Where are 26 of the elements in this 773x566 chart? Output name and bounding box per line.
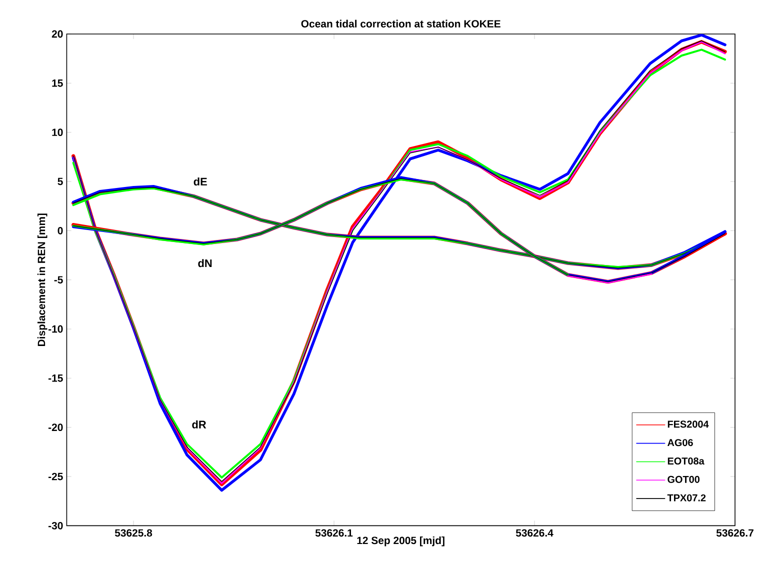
x-tick-label: 53625.8: [114, 529, 152, 537]
y-tick-label: 15: [52, 80, 63, 87]
annotation: dR: [192, 420, 206, 428]
y-tick-label: 20: [52, 30, 63, 38]
chart-title: Ocean tidal correction at station KOKEE: [301, 20, 500, 28]
legend-label: TPX07.2: [667, 494, 706, 502]
y-axis-title: Displacement in REN [mm]: [37, 214, 48, 346]
x-axis-title: 12 Sep 2005 [mjd]: [357, 536, 444, 546]
y-tick-label: -25: [48, 472, 63, 480]
y-tick-label: 0: [58, 226, 63, 234]
x-tick-label: 53626.4: [516, 529, 554, 537]
y-tick-label: -10: [48, 325, 63, 333]
y-tick-label: -30: [48, 522, 63, 530]
y-tick-label: -20: [48, 424, 63, 432]
y-tick-label: 10: [52, 128, 63, 136]
annotation: dE: [194, 177, 207, 186]
y-tick-label: 5: [58, 178, 63, 186]
legend-label: EOT08a: [668, 457, 704, 465]
legend-label: AG06: [668, 439, 693, 446]
x-tick-label: 53626.1: [315, 529, 353, 537]
legend-label: FES2004: [668, 420, 709, 428]
y-tick-label: -5: [54, 276, 63, 284]
legend-label: GOT00: [668, 476, 700, 483]
annotation: dN: [198, 259, 212, 268]
x-tick-label: 53626.7: [716, 529, 754, 537]
y-tick-label: -15: [48, 374, 63, 382]
